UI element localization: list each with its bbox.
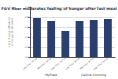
svg-text:Calorie Counting: Calorie Counting <box>81 73 106 77</box>
svg-text:Long change difference: Long change difference <box>8 17 11 47</box>
svg-text:0.0: 0.0 <box>25 56 29 59</box>
svg-text:Low fiber tertile: Low fiber tertile <box>64 57 81 71</box>
svg-text:Mid fiber tertile: Mid fiber tertile <box>36 57 52 71</box>
svg-text:MyPlate: MyPlate <box>45 73 57 77</box>
svg-text:0.6: 0.6 <box>25 26 29 29</box>
svg-text:High fiber tertile: High fiber tertile <box>93 57 110 72</box>
svg-text:F&V fiber moderates feeling of: F&V fiber moderates feeling of hunger af… <box>1 6 117 11</box>
svg-text:0.8: 0.8 <box>25 16 29 19</box>
svg-text:Low fiber tertile: Low fiber tertile <box>22 57 38 71</box>
svg-text:Mid fiber tertile: Mid fiber tertile <box>79 57 95 71</box>
svg-text:0.2: 0.2 <box>25 46 29 49</box>
svg-text:in hunger (1-10 scale): in hunger (1-10 scale) <box>11 18 14 46</box>
svg-text:0.4: 0.4 <box>25 36 29 39</box>
svg-text:High fiber tertile: High fiber tertile <box>50 57 67 72</box>
